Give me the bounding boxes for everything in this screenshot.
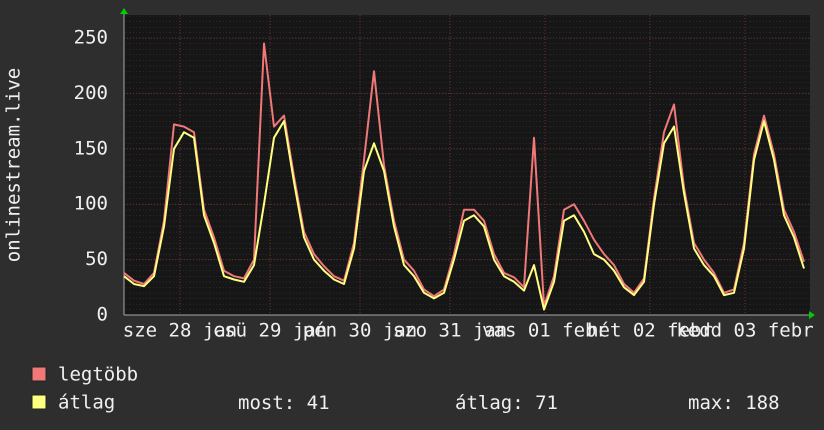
y-tick-label: 150 [74,137,108,159]
stat: most: 41 [238,392,330,414]
legend-label: legtöbb [58,364,138,386]
stat: max: 188 [688,392,780,414]
y-tick-label: 50 [85,248,108,270]
x-tick-label: hét 02 febr [587,320,713,342]
y-tick-label: 200 [74,82,108,104]
x-tick-label: vas 01 febr [482,320,608,342]
y-tick-label: 100 [74,193,108,215]
y-tick-label: 0 [97,304,108,326]
x-tick-label: sze 28 jan [123,320,237,342]
legend-label: átlag [58,392,115,414]
y-tick-label: 250 [74,27,108,49]
legend-swatch [31,394,47,410]
x-tick-label: kedd 03 febr [676,320,813,342]
legend: legtöbb átlag [31,364,138,414]
arrow [120,8,128,14]
legend-swatch [31,366,47,382]
series-line [123,120,805,311]
y-axis-label: onlinestream.live [3,68,25,262]
x-tick-label: csü 29 jan [213,320,327,342]
x-tick-label: pén 30 jan [303,320,417,342]
x-tick-label: szo 31 jan [393,320,507,342]
plot-area [124,15,810,315]
arrow [809,311,815,319]
stat: átlag: 71 [455,392,558,414]
